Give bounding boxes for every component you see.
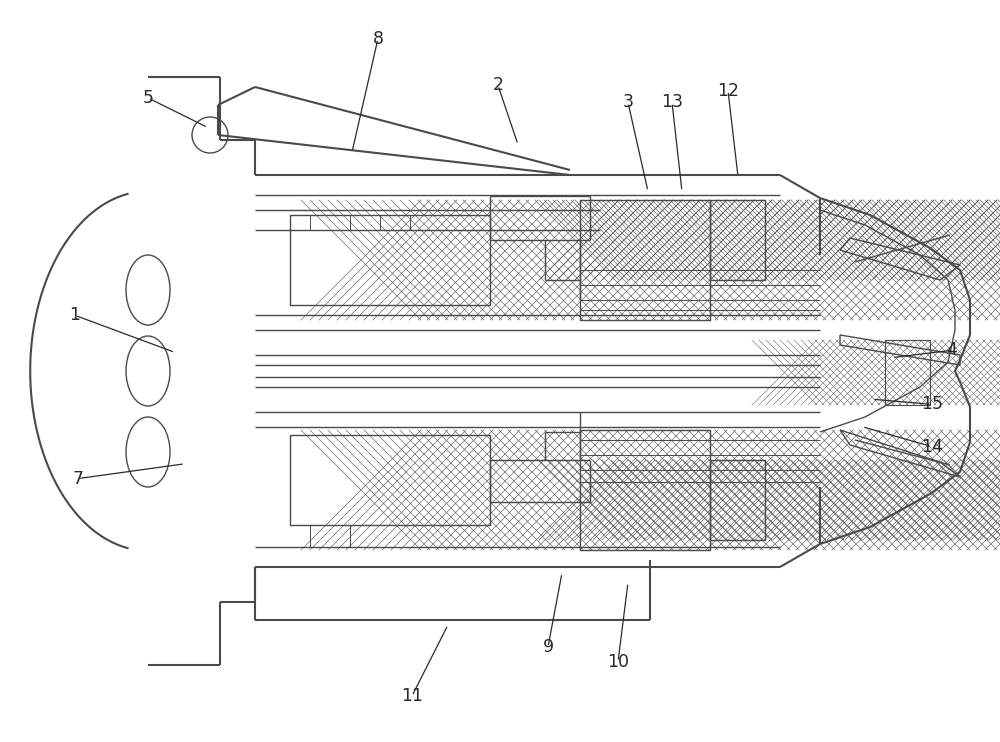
Text: 12: 12 (717, 82, 739, 99)
Text: 1: 1 (70, 306, 81, 324)
Text: 11: 11 (401, 687, 423, 705)
Text: 4: 4 (947, 341, 957, 359)
Text: 8: 8 (373, 30, 384, 47)
Text: 3: 3 (622, 93, 634, 111)
Text: 2: 2 (493, 76, 504, 94)
Text: 7: 7 (73, 470, 84, 487)
Text: 9: 9 (542, 638, 554, 656)
Text: 5: 5 (143, 89, 154, 107)
Text: 13: 13 (661, 93, 683, 111)
Text: 14: 14 (921, 438, 943, 456)
Text: 15: 15 (921, 395, 943, 413)
Text: 10: 10 (607, 653, 629, 671)
